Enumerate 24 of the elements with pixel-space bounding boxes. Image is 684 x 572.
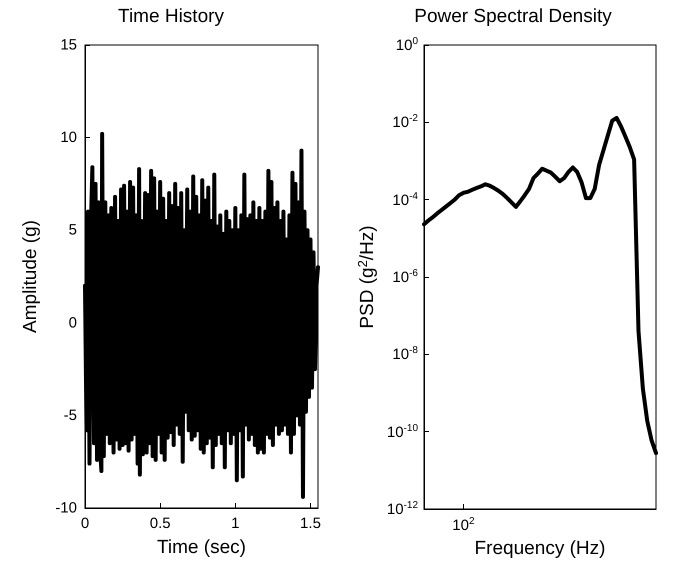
chart-title: Time History [118, 6, 224, 27]
y-axis-title: Amplitude (g) [20, 220, 41, 333]
y-tick-label: 10 [60, 129, 77, 146]
y-tick-label: -5 [64, 406, 77, 424]
x-tick-label: 1 [231, 515, 240, 532]
x-tick-label: 0 [80, 515, 90, 532]
y-tick-label: 10$^{-12}$ [386, 500, 418, 518]
y-tick-label: 15 [60, 36, 77, 54]
y-tick-label: 10$^{-8}$ [392, 345, 418, 364]
y-tick-label: -10 [55, 500, 77, 516]
x-axis-title: Frequency (Hz) [474, 538, 606, 559]
x-tick-label: 0.5 [150, 515, 171, 532]
x-axis-title: Time (sec) [156, 537, 246, 558]
y-tick-label: 10$^{-10}$ [386, 422, 418, 441]
y-axis-title: PSD (g2/Hz) [355, 225, 378, 329]
y-tick-label: 5 [68, 222, 77, 239]
y-tick-label: 10$^{0}$ [396, 36, 418, 54]
y-tick-label: 10$^{-4}$ [392, 190, 418, 209]
x-tick-label: 1.5 [300, 515, 321, 532]
chart-title: Power Spectral Density [414, 6, 612, 27]
y-tick-label: 10$^{-6}$ [392, 268, 418, 286]
y-tick-label: 10$^{-2}$ [392, 113, 418, 132]
y-tick-label: 0 [68, 314, 77, 332]
x-tick-label: 10$^{2}$ [452, 516, 475, 534]
